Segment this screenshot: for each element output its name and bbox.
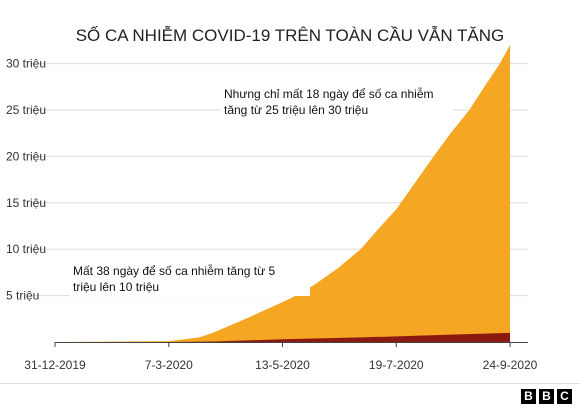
annotation-text: triệu lên 10 triệu [73, 280, 159, 294]
y-tick-label: 30 triệu [6, 57, 46, 71]
footer-divider [0, 383, 580, 384]
annotation-background [221, 85, 453, 119]
covid-cases-area-chart: SỐ CA NHIỄM COVID-19 TRÊN TOÀN CẦU VẪN T… [6, 25, 538, 372]
y-tick-label: 20 triệu [6, 149, 46, 163]
annotation-text: tăng từ 25 triệu lên 30 triệu [224, 103, 368, 117]
x-tick-label: 13-5-2020 [255, 358, 310, 372]
bbc-logo: B B C [521, 389, 572, 404]
y-tick-label: 25 triệu [6, 103, 46, 117]
x-axis-tick-labels: 31-12-2019 7-3-2020 13-5-2020 19-7-2020 24-9… [24, 358, 537, 372]
annotations: Nhưng chỉ mất 18 ngày để số ca nhiễm tăng… [70, 85, 453, 296]
deaths-area [55, 332, 510, 342]
annotation: Nhưng chỉ mất 18 ngày để số ca nhiễm tăng… [221, 85, 453, 119]
y-axis-tick-labels: 5 triệu 10 triệu 15 triệu 20 triệu 25 triệu 3… [6, 57, 46, 303]
chart-title: SỐ CA NHIỄM COVID-19 TRÊN TOÀN CẦU VẪN T… [76, 25, 505, 45]
annotation-text: Mất 38 ngày để số ca nhiễm tăng từ 5 [73, 263, 275, 278]
y-tick-label: 15 triệu [6, 196, 46, 210]
y-tick-label: 10 triệu [6, 242, 46, 256]
x-tick-label: 31-12-2019 [24, 358, 86, 372]
x-tick-label: 24-9-2020 [483, 358, 538, 372]
bbc-logo-letter: B [521, 389, 536, 404]
area-series [55, 45, 510, 342]
bbc-logo-letter: B [539, 389, 554, 404]
annotation-background [70, 262, 310, 296]
x-tick-label: 19-7-2020 [369, 358, 424, 372]
y-tick-label: 5 triệu [6, 289, 39, 303]
bbc-logo-letter: C [557, 389, 572, 404]
x-axis [54, 342, 528, 347]
annotation: Mất 38 ngày để số ca nhiễm tăng từ 5 triệ… [70, 262, 310, 296]
cases-area [55, 45, 510, 342]
annotation-text: Nhưng chỉ mất 18 ngày để số ca nhiễm [224, 86, 433, 101]
x-tick-label: 7-3-2020 [145, 358, 193, 372]
